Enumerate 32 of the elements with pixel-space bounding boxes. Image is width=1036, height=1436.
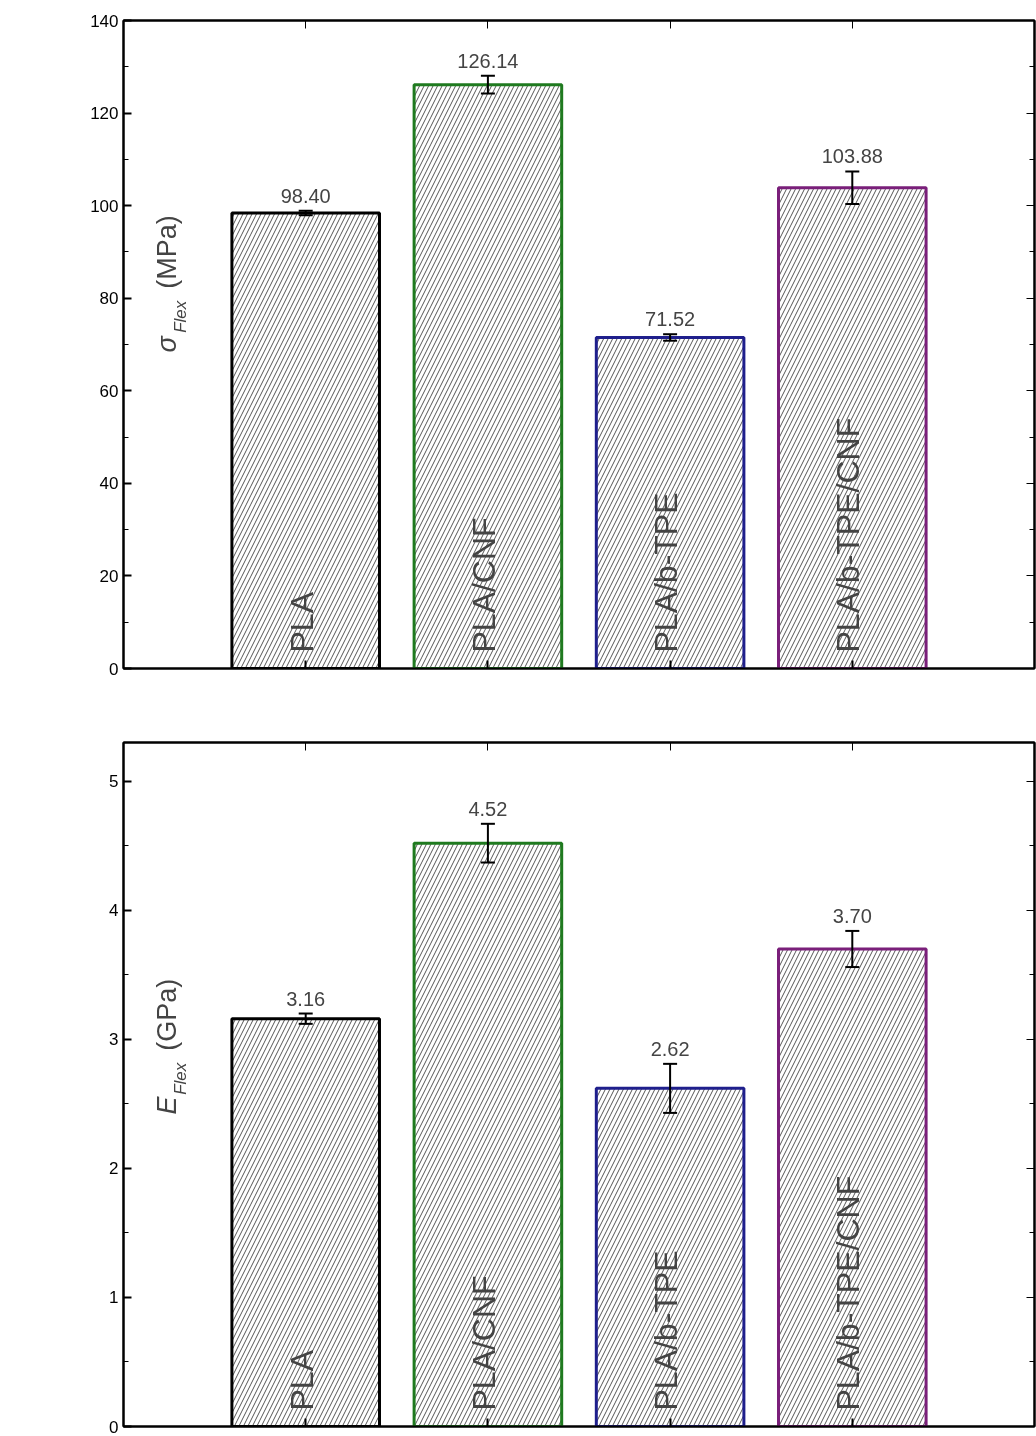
y-tick-label: 4 <box>109 901 119 921</box>
data-label: 71.52 <box>645 308 696 331</box>
y-tick-label: 1 <box>109 1288 119 1308</box>
y-tick-label: 0 <box>109 1417 119 1436</box>
x-tick-label: PLA/b-TPE/CNF <box>830 417 867 653</box>
y-tick-label: 2 <box>109 1159 119 1179</box>
x-tick-label: PLA/b-TPE/CNF <box>830 1175 867 1411</box>
x-tick-label: PLA/b-TPE <box>648 492 685 653</box>
y-tick-label: 120 <box>90 104 119 124</box>
data-label: 98.40 <box>280 184 331 207</box>
y-axis-title: σFlex (MPa) <box>151 215 190 353</box>
data-label: 3.70 <box>832 904 872 927</box>
y-tick-label: 60 <box>99 381 119 401</box>
data-label: 126.14 <box>457 49 519 72</box>
x-tick-label: PLA/b-TPE <box>648 1250 685 1411</box>
x-tick-label: PLA/CNF <box>465 1275 502 1411</box>
y-tick-label: 0 <box>109 659 119 679</box>
y-tick-label: 20 <box>99 566 119 586</box>
y-tick-label: 5 <box>109 772 119 792</box>
y-tick-label: 140 <box>90 11 119 31</box>
data-label: 4.52 <box>468 797 508 820</box>
y-axis-title: EFlex (GPa) <box>151 978 190 1115</box>
y-tick-label: 80 <box>99 289 119 309</box>
data-label: 2.62 <box>650 1037 690 1060</box>
y-tick-label: 100 <box>90 196 119 216</box>
y-tick-label: 40 <box>99 474 119 494</box>
y-tick-label: 3 <box>109 1030 119 1050</box>
x-tick-label: PLA <box>283 1349 320 1411</box>
x-tick-label: PLA <box>283 591 320 653</box>
x-tick-label: PLA/CNF <box>465 517 502 653</box>
data-label: 3.16 <box>286 987 326 1010</box>
data-label: 103.88 <box>821 145 883 168</box>
